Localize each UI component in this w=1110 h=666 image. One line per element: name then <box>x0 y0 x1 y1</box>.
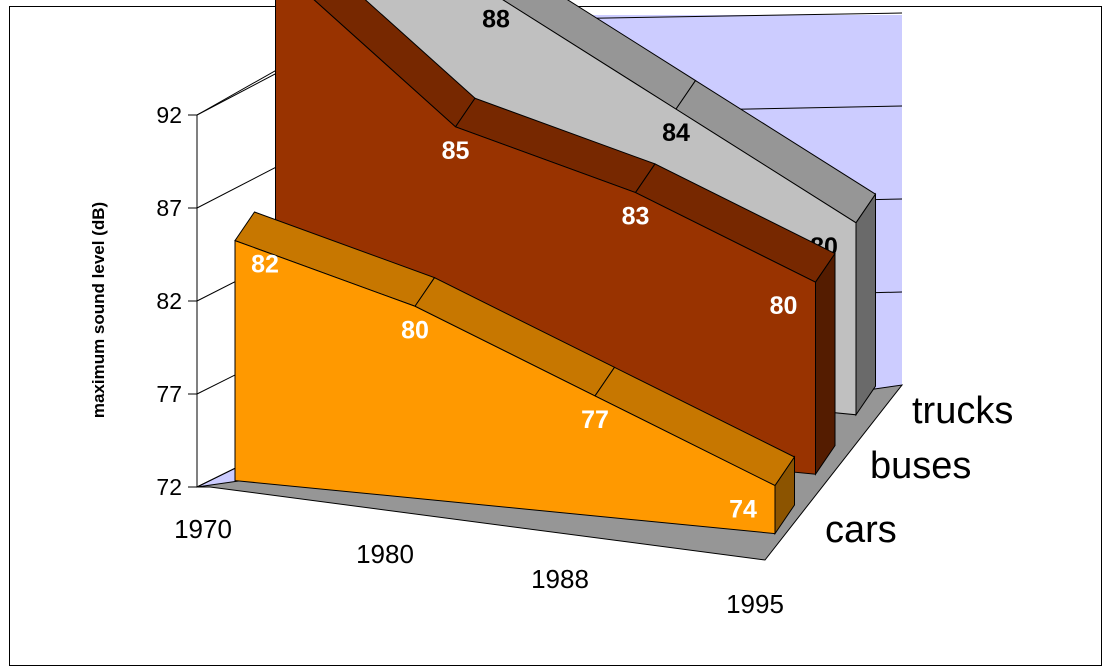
x-tick-label: 1995 <box>726 589 784 619</box>
x-tick-label: 1970 <box>174 514 232 544</box>
series-cars: 82 80 77 74 <box>234 211 796 536</box>
series-label-buses: buses <box>870 445 971 487</box>
data-label: 74 <box>729 496 757 524</box>
data-label: 80 <box>401 316 429 344</box>
area-end-cap <box>815 251 836 476</box>
series-label-cars: cars <box>825 509 897 551</box>
y-tick-label: 87 <box>156 195 182 221</box>
area-front-face <box>234 239 776 535</box>
y-tick-label: 72 <box>156 474 182 500</box>
x-tick-label: 1980 <box>356 539 414 569</box>
series-label-trucks: trucks <box>912 390 1013 432</box>
data-label: 77 <box>581 406 609 434</box>
data-label: 82 <box>251 251 279 279</box>
data-label: 83 <box>622 203 650 231</box>
data-label: 80 <box>770 292 798 320</box>
y-axis-title: maximum sound level (dB) <box>89 202 108 418</box>
data-label: 88 <box>482 5 510 33</box>
area-end-cap <box>855 192 876 417</box>
x-tick-label: 1988 <box>531 564 589 594</box>
data-label: 91 <box>292 0 320 3</box>
y-tick-label: 92 <box>156 102 182 128</box>
data-label: 85 <box>442 137 470 165</box>
data-label: 84 <box>662 119 690 147</box>
y-tick-label: 82 <box>156 288 182 314</box>
y-tick-label: 77 <box>156 381 182 407</box>
